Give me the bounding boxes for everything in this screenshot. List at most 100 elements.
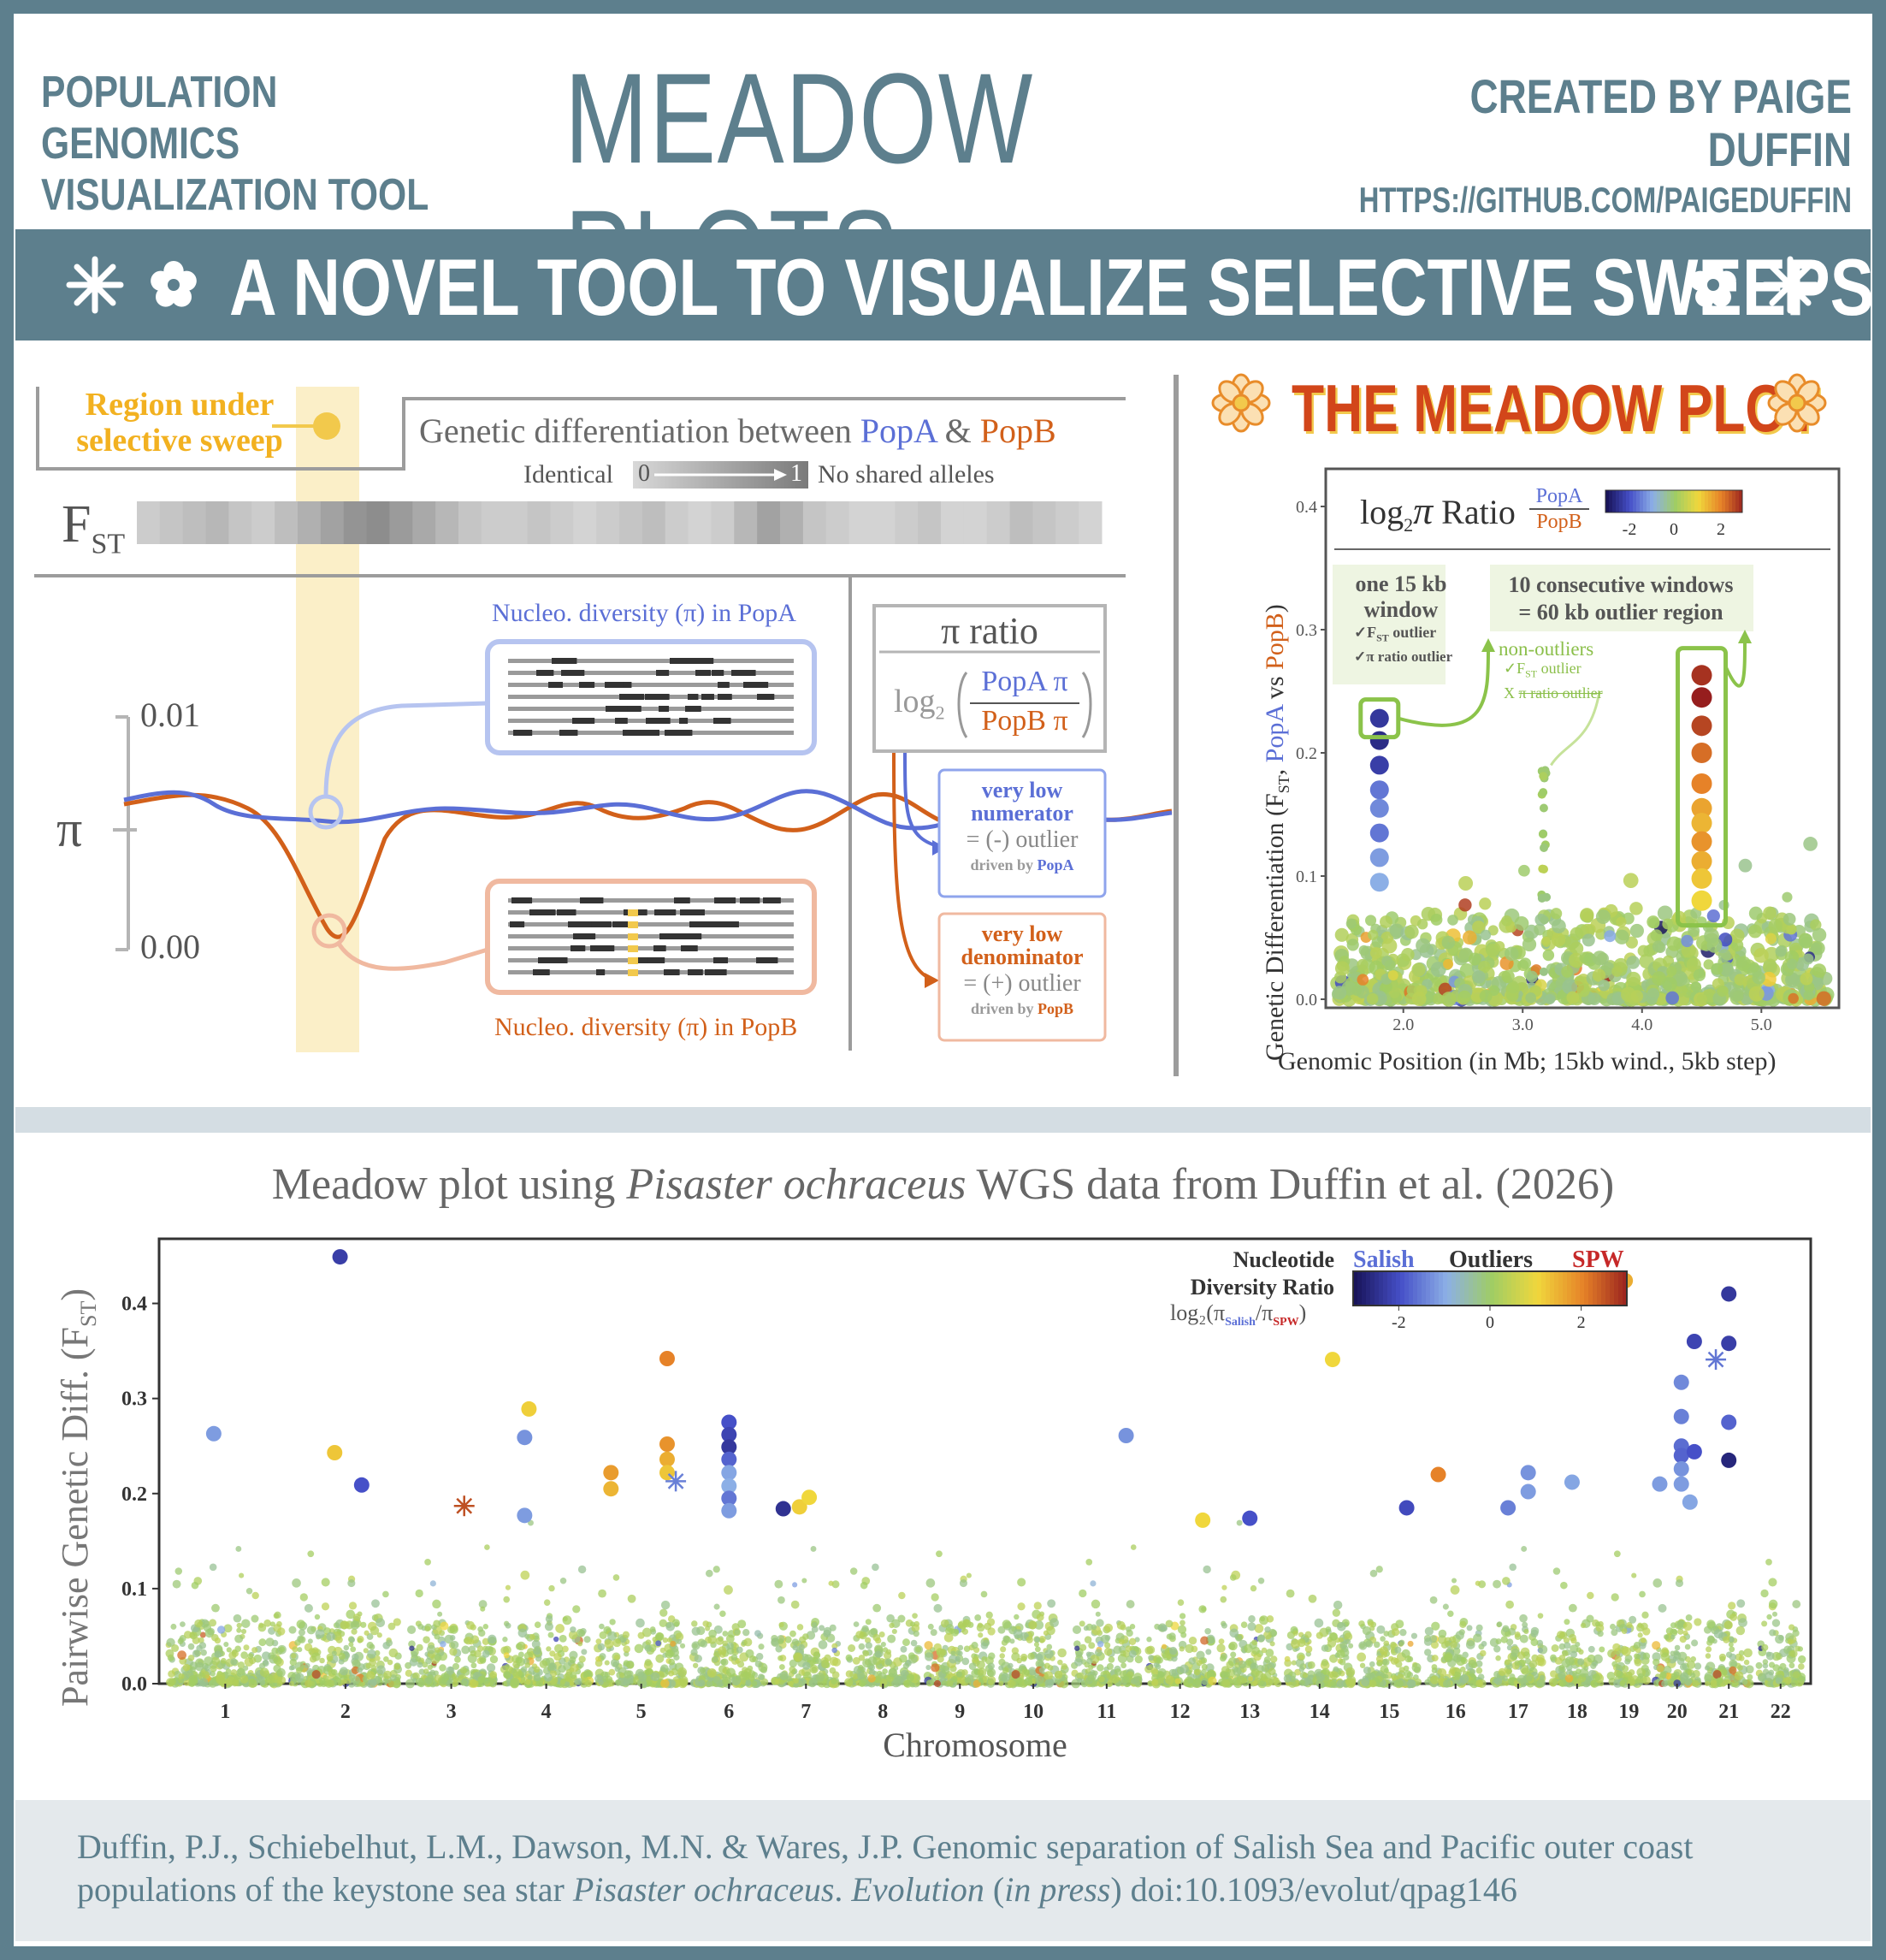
meadow-point bbox=[1224, 1671, 1231, 1678]
meadow-point bbox=[778, 1679, 784, 1685]
meadow-point bbox=[659, 1666, 666, 1673]
meadow-point bbox=[1291, 1660, 1297, 1666]
meadow-point bbox=[1593, 1654, 1603, 1664]
meadow-point bbox=[961, 1628, 969, 1635]
fst-strip-cell bbox=[825, 501, 850, 544]
meadow-point bbox=[1597, 1630, 1604, 1637]
meadow-point bbox=[645, 1639, 652, 1646]
meadow-point bbox=[818, 1640, 828, 1649]
meadow-point bbox=[957, 1644, 964, 1651]
example-point bbox=[1381, 938, 1398, 954]
meadow-point bbox=[1741, 1679, 1748, 1685]
meadow-point bbox=[668, 1658, 676, 1666]
header-subtitle-line2: VISUALIZATION TOOL bbox=[41, 170, 429, 220]
example-outlier-point bbox=[1691, 687, 1712, 708]
meadow-point bbox=[1455, 1631, 1464, 1640]
meadow-point bbox=[777, 1638, 784, 1645]
meadow-point bbox=[1044, 1671, 1054, 1680]
meadow-point bbox=[1185, 1643, 1194, 1654]
example-point bbox=[1357, 974, 1369, 986]
flower-icon bbox=[1767, 373, 1827, 433]
meadow-point bbox=[439, 1677, 448, 1685]
example-point bbox=[1526, 970, 1538, 983]
fst-label: F bbox=[62, 495, 92, 554]
pi-axis-symbol: π bbox=[56, 801, 83, 857]
meadow-point bbox=[1768, 1578, 1777, 1587]
meadow-point bbox=[1088, 1664, 1094, 1670]
meadow-point bbox=[363, 1648, 369, 1654]
low-numerator-text: very low numerator = (-) outlier driven … bbox=[939, 779, 1105, 874]
meadow-point bbox=[941, 1679, 948, 1686]
meadow-point bbox=[734, 1629, 741, 1636]
meadow-point bbox=[198, 1637, 204, 1643]
pi-ratio-box bbox=[872, 604, 1107, 753]
example-colorbar-tick: -2 bbox=[1623, 520, 1637, 539]
meadow-point bbox=[712, 1675, 721, 1684]
meadow-point bbox=[1345, 1679, 1356, 1689]
meadow-point bbox=[1758, 1673, 1766, 1681]
meadow-point bbox=[527, 1674, 533, 1680]
meadow-point bbox=[1291, 1639, 1301, 1649]
snp-block bbox=[618, 706, 628, 712]
meadow-point bbox=[1570, 1650, 1578, 1658]
meadow-point bbox=[1333, 1666, 1339, 1673]
meadow-point bbox=[574, 1678, 581, 1685]
meadow-point bbox=[1096, 1619, 1104, 1627]
meadow-point bbox=[1663, 1665, 1672, 1675]
meadow-point bbox=[1367, 1620, 1375, 1627]
meadow-point bbox=[831, 1671, 840, 1679]
meadow-point bbox=[713, 1603, 720, 1610]
meadow-point bbox=[240, 1651, 248, 1659]
meadow-point bbox=[297, 1647, 303, 1653]
meadow-point bbox=[516, 1657, 525, 1667]
meadow-point bbox=[520, 1570, 530, 1580]
meadow-point bbox=[1314, 1618, 1324, 1628]
meadow-point bbox=[650, 1672, 660, 1682]
meadow-point bbox=[1794, 1645, 1801, 1652]
outlier-point bbox=[1721, 1414, 1737, 1430]
meadow-point bbox=[1718, 1653, 1727, 1661]
meadow-point bbox=[831, 1678, 837, 1685]
meadow-point bbox=[1498, 1667, 1506, 1676]
meadow-point bbox=[258, 1679, 266, 1686]
meadow-point bbox=[208, 1679, 217, 1688]
meadow-point bbox=[1380, 1636, 1386, 1642]
pos-outlier-driver: driven by PopB bbox=[939, 999, 1105, 1018]
outlier-point bbox=[1398, 1500, 1415, 1516]
meadow-point bbox=[1072, 1625, 1082, 1634]
meadow-point bbox=[1128, 1649, 1137, 1658]
meadow-point bbox=[1076, 1672, 1085, 1680]
meadow-point bbox=[1383, 1640, 1390, 1647]
meadow-point bbox=[852, 1656, 860, 1665]
github-link[interactable]: HTTPS://GITHUB.COM/PAIGEDUFFIN bbox=[1358, 180, 1852, 220]
meadow-point bbox=[1787, 1638, 1794, 1645]
example-ytick-label: 0.1 bbox=[1296, 867, 1317, 886]
x-tick-label: 13 bbox=[1239, 1701, 1260, 1723]
meadow-point bbox=[1728, 1602, 1736, 1610]
meadow-point bbox=[936, 1648, 946, 1658]
meadow-point bbox=[1392, 1628, 1400, 1637]
snp-block bbox=[665, 730, 687, 736]
meadow-point bbox=[1514, 1660, 1521, 1667]
snp-block bbox=[654, 909, 677, 915]
meadow-point bbox=[757, 1673, 765, 1680]
meadow-point bbox=[223, 1624, 233, 1633]
outlier-point bbox=[1673, 1476, 1689, 1492]
pi-axis-bottom-label: 0.00 bbox=[140, 927, 200, 966]
meadow-point bbox=[1706, 1620, 1716, 1629]
outlier-star-marker bbox=[665, 1471, 687, 1492]
meadow-point bbox=[1026, 1636, 1033, 1643]
example-point bbox=[1718, 949, 1731, 962]
meadow-point bbox=[435, 1647, 440, 1654]
snp-block bbox=[664, 969, 680, 975]
meadow-point bbox=[1675, 1579, 1684, 1588]
meadow-point bbox=[214, 1650, 222, 1658]
meadow-point bbox=[813, 1651, 821, 1659]
sweep-diagram-svg bbox=[34, 387, 1173, 1052]
meadow-point bbox=[581, 1649, 588, 1655]
meadow-point bbox=[947, 1680, 954, 1687]
starburst-icon bbox=[1761, 256, 1819, 314]
meadow-point bbox=[598, 1679, 604, 1685]
meadow-point bbox=[243, 1644, 250, 1651]
outlier-point bbox=[1652, 1476, 1668, 1492]
